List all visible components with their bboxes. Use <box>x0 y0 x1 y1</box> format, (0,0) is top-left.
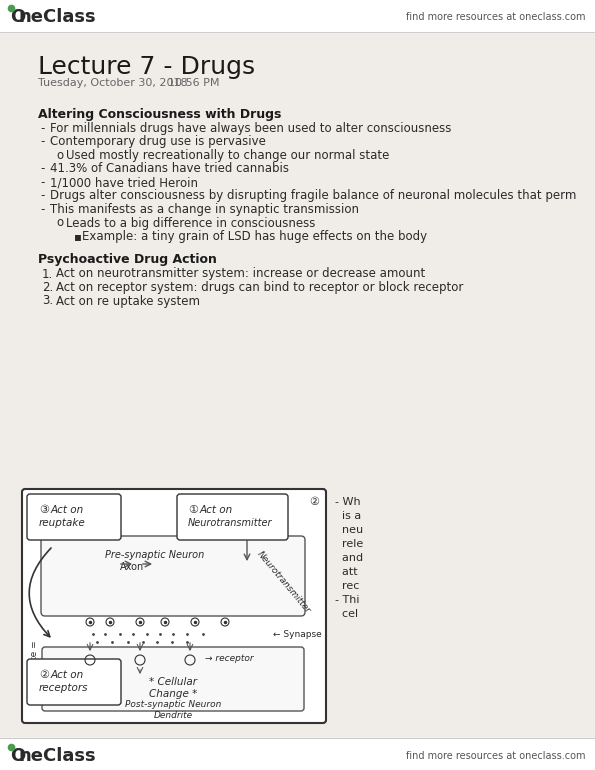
FancyBboxPatch shape <box>42 647 304 711</box>
Text: 2.: 2. <box>42 281 53 294</box>
Text: ①: ① <box>188 505 198 515</box>
Bar <box>0 0 595 32</box>
Text: Pre-synaptic Neuron: Pre-synaptic Neuron <box>105 550 205 560</box>
Text: Change *: Change * <box>149 689 197 699</box>
Text: - Thi: - Thi <box>335 595 359 605</box>
Text: -: - <box>40 189 45 203</box>
Bar <box>0 738 595 770</box>
Text: → receptor: → receptor <box>205 654 253 663</box>
Text: 1.: 1. <box>42 267 53 280</box>
FancyBboxPatch shape <box>177 494 288 540</box>
Text: receptors: receptors <box>39 683 89 693</box>
Text: Drugs alter consciousness by disrupting fragile balance of neuronal molecules th: Drugs alter consciousness by disrupting … <box>50 189 577 203</box>
Text: ▪: ▪ <box>74 230 82 243</box>
Text: -: - <box>40 162 45 176</box>
Text: find more resources at oneclass.com: find more resources at oneclass.com <box>406 751 585 761</box>
Text: ③: ③ <box>39 505 49 515</box>
Text: Axon: Axon <box>120 562 144 572</box>
Text: Tuesday, October 30, 2018: Tuesday, October 30, 2018 <box>38 78 187 88</box>
Text: rele: rele <box>335 539 364 549</box>
Text: O: O <box>10 8 25 26</box>
Text: Altering Consciousness with Drugs: Altering Consciousness with Drugs <box>38 108 281 121</box>
Text: - Wh: - Wh <box>335 497 361 507</box>
Text: Psychoactive Drug Action: Psychoactive Drug Action <box>38 253 217 266</box>
Text: O: O <box>10 747 25 765</box>
Text: Lecture 7 - Drugs: Lecture 7 - Drugs <box>38 55 255 79</box>
Text: Act on: Act on <box>51 505 84 515</box>
Text: reuptake =: reuptake = <box>30 640 39 691</box>
Text: This manifests as a change in synaptic transmission: This manifests as a change in synaptic t… <box>50 203 359 216</box>
Text: Dendrite: Dendrite <box>154 711 193 720</box>
Text: Used mostly recreationally to change our normal state: Used mostly recreationally to change our… <box>66 149 389 162</box>
FancyBboxPatch shape <box>27 494 121 540</box>
Text: neu: neu <box>335 525 363 535</box>
Text: ②: ② <box>39 670 49 680</box>
Text: 1/1000 have tried Heroin: 1/1000 have tried Heroin <box>50 176 198 189</box>
Text: Post-synaptic Neuron: Post-synaptic Neuron <box>125 700 221 709</box>
Text: neClass: neClass <box>18 747 96 765</box>
Text: find more resources at oneclass.com: find more resources at oneclass.com <box>406 12 585 22</box>
Text: and: and <box>335 553 363 563</box>
FancyBboxPatch shape <box>27 659 121 705</box>
Text: Contemporary drug use is pervasive: Contemporary drug use is pervasive <box>50 136 266 149</box>
Text: -: - <box>40 122 45 135</box>
Text: -: - <box>40 176 45 189</box>
Text: Example: a tiny grain of LSD has huge effects on the body: Example: a tiny grain of LSD has huge ef… <box>82 230 427 243</box>
Text: o: o <box>56 216 63 229</box>
FancyBboxPatch shape <box>41 536 305 616</box>
Text: rec: rec <box>335 581 359 591</box>
Text: att: att <box>335 567 358 577</box>
Text: * Cellular: * Cellular <box>149 677 197 687</box>
Text: cel: cel <box>335 609 358 619</box>
Text: -: - <box>40 136 45 149</box>
Text: 41.3% of Canadians have tried cannabis: 41.3% of Canadians have tried cannabis <box>50 162 289 176</box>
Text: Act on: Act on <box>51 670 84 680</box>
Text: Act on neurotransmitter system: increase or decrease amount: Act on neurotransmitter system: increase… <box>56 267 425 280</box>
Text: Act on: Act on <box>200 505 233 515</box>
Text: Neurotransmitter: Neurotransmitter <box>255 550 312 615</box>
Text: ②: ② <box>309 497 319 507</box>
Text: -: - <box>40 203 45 216</box>
Text: Leads to a big difference in consciousness: Leads to a big difference in consciousne… <box>66 216 315 229</box>
Text: is a: is a <box>335 511 361 521</box>
Text: For millennials drugs have always been used to alter consciousness: For millennials drugs have always been u… <box>50 122 452 135</box>
Text: o: o <box>56 149 63 162</box>
Text: Neurotransmitter: Neurotransmitter <box>188 518 273 528</box>
FancyBboxPatch shape <box>22 489 326 723</box>
Text: ← Synapse: ← Synapse <box>273 630 322 639</box>
Text: 3.: 3. <box>42 294 53 307</box>
Text: 10:56 PM: 10:56 PM <box>168 78 220 88</box>
Text: neClass: neClass <box>18 8 96 26</box>
Text: Act on re uptake system: Act on re uptake system <box>56 294 200 307</box>
Text: Act on receptor system: drugs can bind to receptor or block receptor: Act on receptor system: drugs can bind t… <box>56 281 464 294</box>
Text: reuptake: reuptake <box>39 518 86 528</box>
